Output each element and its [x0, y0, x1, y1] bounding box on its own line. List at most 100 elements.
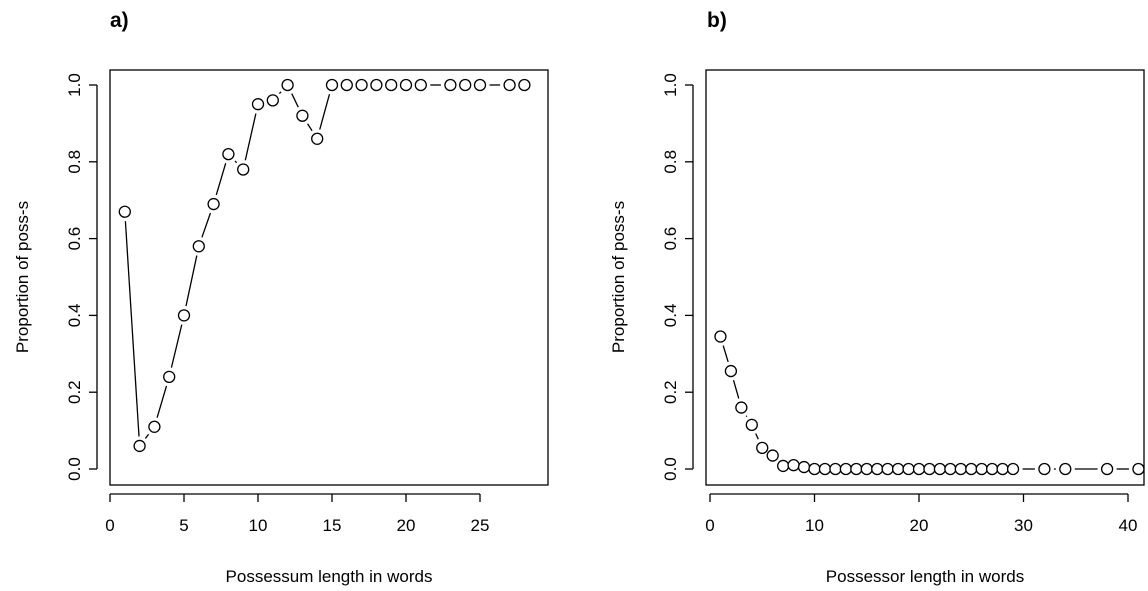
y-tick-label: 0.0: [65, 457, 84, 481]
panel-a-plot-frame: [109, 69, 549, 486]
data-point: [1006, 462, 1020, 476]
data-point: [266, 94, 279, 107]
panel-a-x-axis-label: Possessum length in words: [226, 567, 433, 586]
series-line-segment: [215, 163, 227, 196]
x-tick-label: 40: [1119, 516, 1138, 535]
data-point: [923, 462, 936, 476]
data-point: [797, 460, 811, 474]
data-point: [296, 109, 309, 122]
data-point: [860, 462, 873, 476]
x-tick-label: 5: [179, 516, 188, 535]
data-point: [1038, 462, 1051, 476]
data-point: [891, 462, 905, 476]
x-tick-label: 0: [705, 516, 714, 535]
data-point: [787, 459, 800, 472]
y-tick-label: 0.4: [661, 304, 680, 328]
series-line-segment: [745, 415, 748, 418]
y-tick-label: 0.8: [65, 150, 84, 174]
y-tick-label: 0.0: [661, 457, 680, 481]
panel-a-label: a): [110, 9, 129, 32]
x-tick-label: 0: [105, 516, 114, 535]
data-point: [518, 78, 531, 92]
data-point: [902, 462, 915, 476]
panel-a: a) 0 5 10 15 20 25 0.0 0.2 0.4 0.6 0.8 1.0 Possess…: [13, 9, 549, 586]
series-line-segment: [732, 380, 740, 399]
panel-a-series-points: [118, 78, 531, 453]
y-tick-label: 0.4: [65, 304, 84, 328]
data-point: [808, 462, 821, 476]
panel-a-series-lines: [124, 84, 501, 439]
series-line-segment: [185, 255, 198, 307]
panel-a-x-axis: 0 5 10 15 20 25: [105, 493, 490, 535]
data-point: [473, 78, 487, 92]
x-tick-label: 15: [323, 516, 342, 535]
x-tick-label: 20: [910, 516, 929, 535]
series-line-segment: [306, 123, 313, 132]
data-point: [839, 462, 852, 476]
panel-b-series-points: [714, 330, 1145, 476]
series-line-segment: [234, 160, 238, 164]
y-tick-label: 0.2: [661, 380, 680, 404]
data-point: [133, 439, 146, 453]
series-line-segment: [201, 212, 212, 238]
data-point: [281, 78, 294, 92]
x-tick-label: 20: [397, 516, 416, 535]
data-point: [444, 78, 457, 92]
y-tick-label: 0.8: [661, 150, 680, 174]
data-point: [163, 370, 176, 383]
panel-a-y-axis-label: Proportion of poss-s: [13, 201, 32, 353]
panel-b-plot-frame: [705, 69, 1145, 486]
data-point: [724, 364, 738, 378]
data-point: [818, 462, 832, 476]
data-point: [871, 462, 884, 476]
data-point: [148, 420, 161, 433]
data-point: [237, 163, 250, 176]
panel-b-label: b): [707, 9, 727, 32]
data-point: [965, 462, 978, 476]
data-point: [222, 147, 235, 161]
series-line-segment: [291, 93, 299, 108]
series-line-segment: [722, 345, 729, 363]
data-point: [850, 462, 863, 476]
y-tick-label: 1.0: [65, 73, 84, 97]
data-point: [766, 449, 779, 462]
x-tick-label: 25: [471, 516, 490, 535]
panel-b-x-axis-label: Possessor length in words: [826, 567, 1024, 586]
series-line-segment: [319, 93, 331, 130]
y-tick-label: 0.6: [65, 227, 84, 251]
series-line-segment: [170, 324, 183, 368]
series-line-segment: [124, 221, 140, 437]
data-point: [355, 78, 368, 92]
y-tick-label: 0.2: [65, 380, 84, 404]
data-point: [954, 462, 967, 476]
data-point: [986, 462, 999, 476]
data-point: [912, 462, 926, 476]
data-point: [975, 462, 988, 476]
series-line-segment: [278, 91, 282, 94]
data-point: [1059, 462, 1072, 476]
data-point: [399, 78, 413, 92]
data-point: [714, 330, 727, 343]
data-point: [414, 78, 427, 92]
data-point: [177, 309, 191, 322]
x-tick-label: 10: [249, 516, 268, 535]
data-point: [944, 462, 957, 476]
y-tick-label: 0.6: [661, 227, 680, 251]
data-point: [996, 462, 1009, 476]
data-point: [459, 78, 472, 92]
data-point: [192, 240, 205, 253]
y-tick-label: 1.0: [661, 73, 680, 97]
data-point: [118, 205, 131, 218]
panel-b-series-lines: [722, 345, 1129, 470]
x-tick-label: 10: [805, 516, 824, 535]
data-point: [1100, 462, 1114, 476]
data-point: [503, 78, 516, 92]
series-line-segment: [144, 433, 150, 439]
data-point: [735, 401, 748, 414]
data-point: [881, 462, 894, 476]
series-line-segment: [156, 385, 168, 418]
data-point: [325, 78, 339, 92]
data-point: [370, 78, 383, 92]
data-point: [385, 78, 398, 92]
